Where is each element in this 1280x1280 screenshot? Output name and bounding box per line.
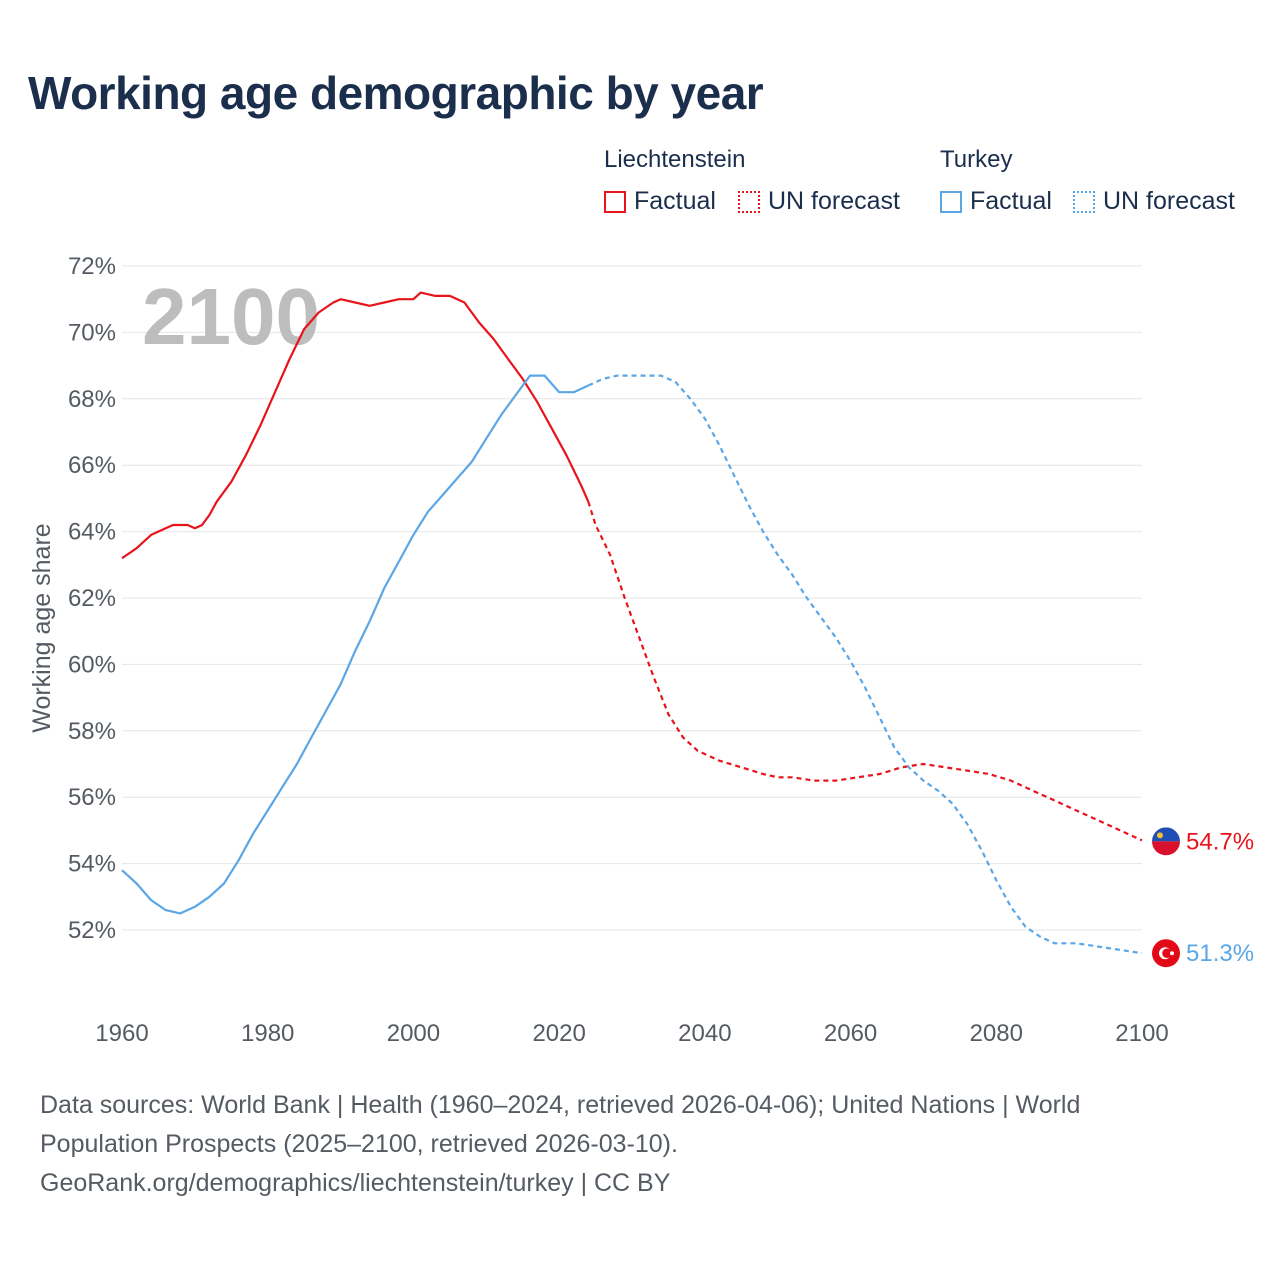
legend-item-liechtenstein-forecast[interactable]: UN forecast [738, 187, 900, 216]
x-tick-label: 2060 [824, 1020, 877, 1047]
chart-title: Working age demographic by year [28, 67, 764, 119]
source-line-2: Population Prospects (2025–2100, retriev… [40, 1130, 678, 1158]
source-note: Data sources: World Bank | Health (1960–… [40, 1086, 1240, 1203]
y-tick-label: 62% [68, 585, 116, 612]
legend-title-liechtenstein: Liechtenstein [604, 146, 746, 173]
flag-turkey-star-icon [1170, 951, 1174, 956]
year-watermark: 2100 [142, 272, 320, 361]
flag-liechtenstein-crown-icon [1157, 832, 1163, 839]
legend-label: Factual [970, 187, 1052, 215]
y-axis-title: Working age share [28, 523, 56, 732]
legend-item-liechtenstein-factual[interactable]: Factual [604, 187, 716, 216]
legend-swatch-liechtenstein-factual [604, 190, 626, 213]
x-tick-label: 2000 [387, 1020, 440, 1047]
legend-label: Factual [634, 187, 716, 215]
legend-item-turkey-factual[interactable]: Factual [940, 187, 1052, 216]
y-tick-label: 66% [68, 452, 116, 479]
y-tick-label: 72% [68, 253, 116, 280]
legend-swatch-turkey-factual [940, 190, 962, 213]
y-tick-label: 58% [68, 718, 116, 745]
legend-label: UN forecast [1103, 187, 1235, 215]
legend-swatch-turkey-forecast [1073, 190, 1095, 213]
flag-liechtenstein-red [1152, 841, 1180, 856]
x-tick-label: 2040 [678, 1020, 731, 1047]
x-tick-label: 2100 [1115, 1020, 1168, 1047]
y-tick-label: 52% [68, 917, 116, 944]
source-line-1[interactable]: Data sources: World Bank | Health (1960–… [40, 1091, 1081, 1119]
y-tick-label: 56% [68, 784, 116, 811]
series-line-liechtenstein-forecast [587, 501, 1143, 842]
y-tick-label: 54% [68, 851, 116, 878]
x-tick-label: 1960 [95, 1020, 148, 1047]
legend-swatch-liechtenstein-forecast [738, 190, 760, 213]
flag-turkey-crescent-inner [1162, 948, 1172, 959]
x-tick-label: 2080 [970, 1020, 1023, 1047]
flag-liechtenstein-blue [1152, 827, 1180, 842]
x-tick-label: 2020 [532, 1020, 585, 1047]
y-tick-label: 60% [68, 651, 116, 678]
x-tick-label: 1980 [241, 1020, 294, 1047]
series-line-liechtenstein-factual [121, 291, 590, 560]
source-line-3[interactable]: GeoRank.org/demographics/liechtenstein/t… [40, 1169, 671, 1197]
y-tick-label: 68% [68, 386, 116, 413]
legend-label: UN forecast [768, 187, 900, 215]
legend-item-turkey-forecast[interactable]: UN forecast [1073, 187, 1235, 216]
y-tick-label: 64% [68, 519, 116, 546]
legend-title-turkey: Turkey [940, 146, 1013, 173]
series-line-turkey-factual [121, 374, 589, 915]
series-line-turkey-forecast [587, 374, 1143, 955]
line-chart: 52% 54% 56% 58% 60% 62% 64% 66% 68% 70% 72% 1960 198… [28, 253, 1254, 1047]
end-label-liechtenstein: 54.7% [1186, 828, 1254, 855]
y-tick-label: 70% [68, 319, 116, 346]
end-label-turkey: 51.3% [1186, 940, 1254, 967]
